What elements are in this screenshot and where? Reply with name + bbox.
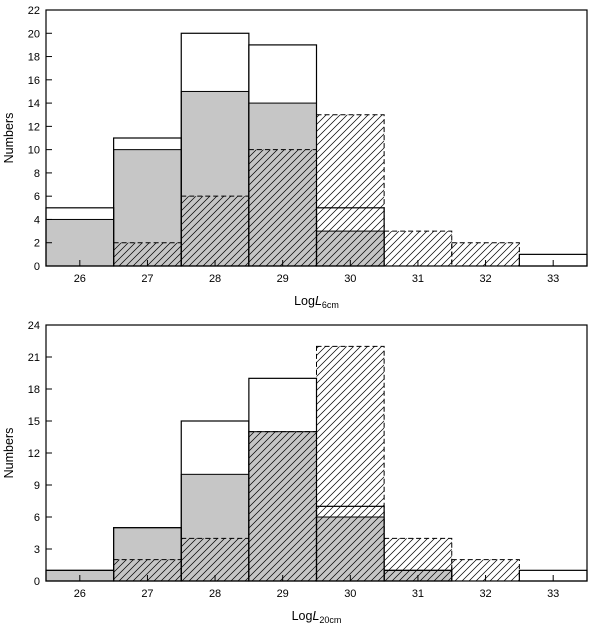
y-tick-label: 4 [34,214,40,226]
x-tick-label: 32 [479,588,491,600]
x-tick-label: 33 [547,273,559,285]
y-tick-label: 16 [28,75,40,87]
bar-hatched-dashed-28 [180,195,250,267]
x-tick-label: 33 [547,588,559,600]
y-tick-label: 6 [34,191,40,203]
x-tick-label: 31 [412,273,424,285]
y-tick-label: 3 [34,544,40,556]
series-hatched-dashed [113,114,520,267]
y-tick-label: 18 [28,52,40,64]
x-axis: 26 27 28 29 30 31 32 33 [74,575,559,600]
y-tick-label: 9 [34,480,40,492]
y-tick-label: 6 [34,512,40,524]
y-axis: 0 2 4 6 8 10 12 14 16 18 20 22 [28,5,52,273]
x-axis-title: LogL6cm [294,294,339,310]
bar-hatched-dashed-31 [383,537,453,582]
x-tick-label: 30 [344,588,356,600]
y-tick-label: 0 [34,261,40,273]
y-tick-label: 2 [34,238,40,250]
bar-hatched-dashed-28 [180,537,250,582]
x-tick-label: 31 [412,588,424,600]
y-tick-label: 24 [28,320,40,332]
y-axis-title: Numbers [2,428,16,479]
histogram-log-l-6cm: 0 2 4 6 8 10 12 14 16 18 20 22 26 27 28 29 30 31 32 33 Numbe… [2,5,588,310]
x-tick-label: 28 [209,588,221,600]
x-tick-label: 28 [209,273,221,285]
y-tick-label: 14 [28,98,40,110]
y-tick-label: 22 [28,5,40,17]
plot-frame [45,9,588,267]
series-hatched-dashed [113,345,520,582]
x-tick-label: 26 [74,273,86,285]
y-tick-label: 12 [28,121,40,133]
x-tick-label: 29 [277,588,289,600]
y-tick-label: 20 [28,28,40,40]
y-tick-label: 10 [28,145,40,157]
x-tick-label: 29 [277,273,289,285]
y-tick-label: 18 [28,384,40,396]
bar-gray-filled-26 [45,218,115,267]
x-tick-label: 32 [479,273,491,285]
x-axis-title: LogL20cm [292,609,342,625]
y-tick-label: 15 [28,416,40,428]
histogram-log-l-20cm: 0 3 6 9 12 15 18 21 24 26 27 28 29 30 31 32 33 Numbers Log… [2,320,588,625]
x-tick-label: 30 [344,273,356,285]
y-axis-title: Numbers [2,113,16,164]
y-tick-label: 8 [34,168,40,180]
y-tick-label: 12 [28,448,40,460]
bar-hatched-dashed-30 [316,114,385,267]
y-tick-label: 0 [34,576,40,588]
x-tick-label: 26 [74,588,86,600]
x-axis: 26 27 28 29 30 31 32 33 [74,260,559,285]
bar-hatched-dashed-30 [316,345,385,582]
bar-hatched-dashed-29 [248,149,317,267]
bar-hatched-dashed-29 [248,431,317,582]
y-axis: 0 3 6 9 12 15 18 21 24 [28,320,52,588]
x-tick-label: 27 [141,588,153,600]
y-tick-label: 21 [28,352,40,364]
x-tick-label: 27 [141,273,153,285]
